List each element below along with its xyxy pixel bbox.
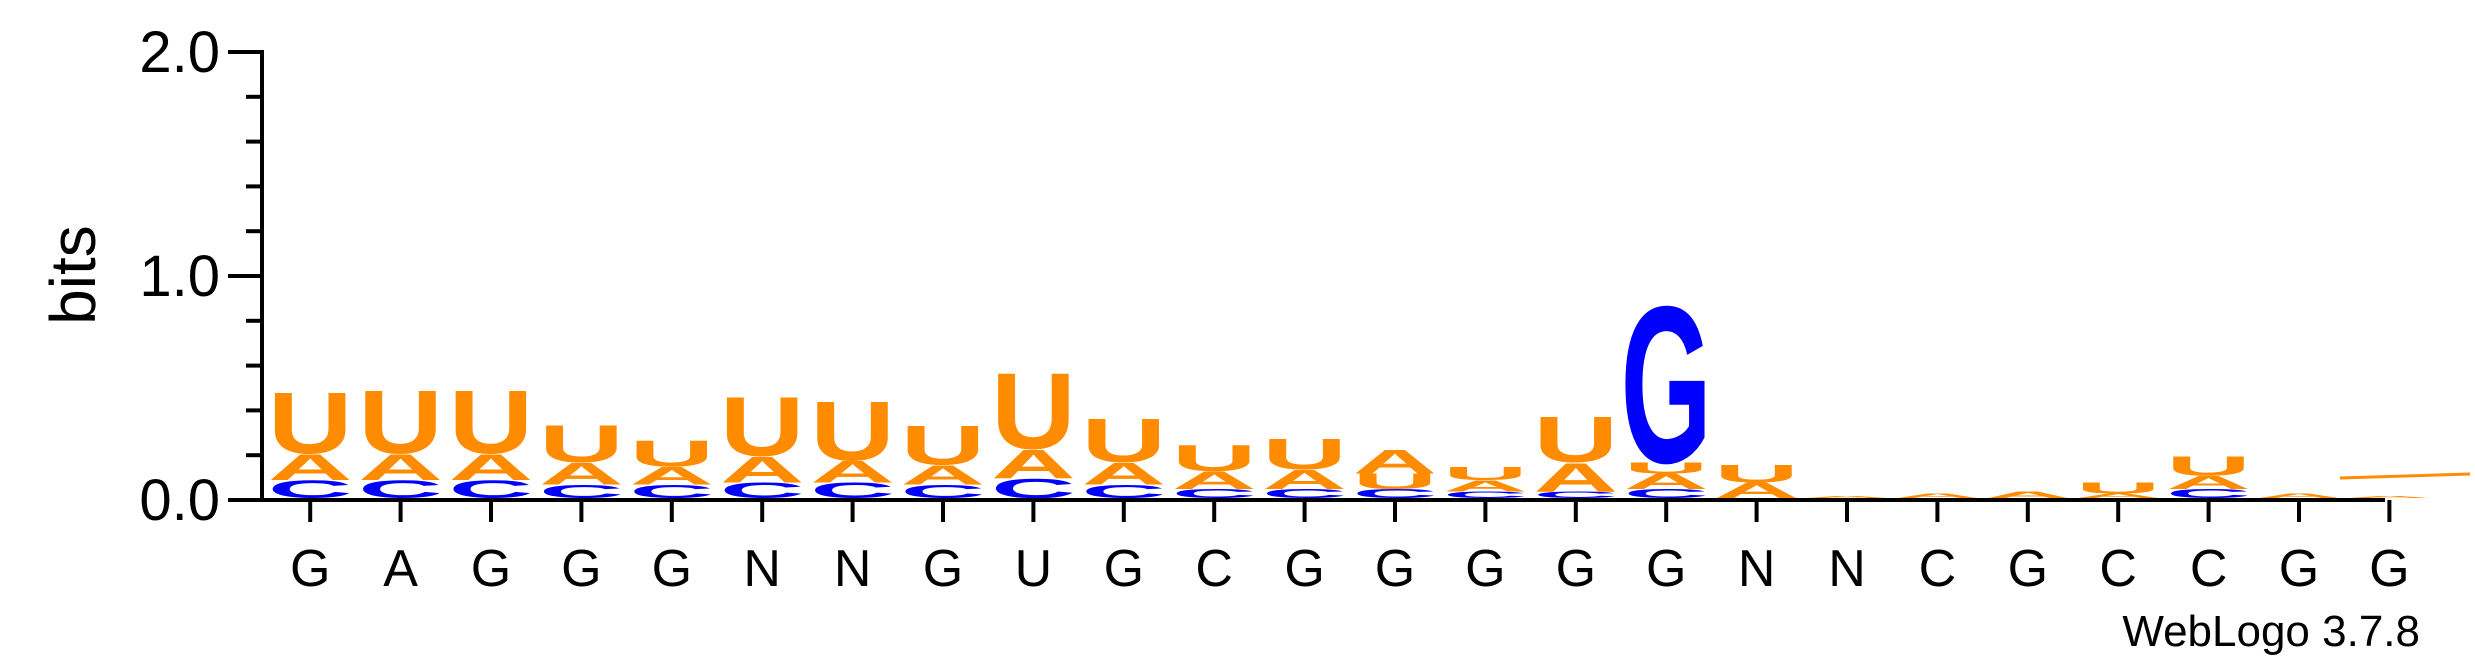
logo-letter-a: A <box>720 449 805 491</box>
logo-letter-u: U <box>449 372 534 473</box>
y-axis-ticks: 0.0 1.0 2.0 <box>139 20 262 533</box>
logo-letter-c: C <box>720 478 805 502</box>
logo-letter-a: A <box>1081 457 1166 492</box>
logo-letter-u: U <box>1443 463 1528 484</box>
x-tick-label: C <box>1195 540 1233 598</box>
logo-letter-a: A <box>449 447 534 489</box>
logo-letter-a: A <box>1353 443 1438 481</box>
logo-letter-a: A <box>2347 495 2432 498</box>
logo-letter-a: A <box>268 447 353 489</box>
logo-letter-u: U <box>629 433 714 475</box>
logo-letter-c: C <box>1081 481 1166 502</box>
logo-letter-u: U <box>1172 438 1257 480</box>
logo-letter-c: C <box>268 475 353 503</box>
trailing-mark <box>2339 472 2471 480</box>
logo-letter-c: C <box>539 481 624 502</box>
x-tick-label: G <box>290 540 330 598</box>
logo-letter-u: U <box>720 380 805 474</box>
x-tick-label: G <box>1646 540 1686 598</box>
x-tick-label: A <box>383 540 418 598</box>
logo-letter-u: U <box>358 372 443 473</box>
logo-letter-a: A <box>1714 478 1799 502</box>
logo-letter-a: A <box>358 447 443 489</box>
logo-letter-u: U <box>1533 404 1618 477</box>
y-tick-label: 2.0 <box>139 20 220 85</box>
x-tick-label: G <box>1375 540 1415 598</box>
logo-letter-u: U <box>268 375 353 472</box>
x-tick-label: G <box>561 540 601 598</box>
y-tick-label: 1.0 <box>139 244 220 309</box>
logo-letter-a: A <box>810 454 895 489</box>
x-tick-label: N <box>743 540 781 598</box>
logo-letter-u: U <box>1353 469 1438 493</box>
logo-letter-c: C <box>629 481 714 502</box>
logo-letter-u: U <box>539 415 624 474</box>
logo-letter-u: U <box>1714 460 1799 488</box>
x-tick-label: G <box>1104 540 1144 598</box>
x-tick-label: G <box>2279 540 2319 598</box>
logo-letter-a: A <box>2166 472 2251 493</box>
x-tick-label: G <box>471 540 511 598</box>
logo-letter-a: A <box>1533 455 1618 500</box>
logo-letter-a: A <box>1262 464 1347 495</box>
logo-letter-c: C <box>449 475 534 503</box>
x-tick-label: N <box>834 540 872 598</box>
logo-letter-c: C <box>1262 487 1347 501</box>
logo-letter-a: A <box>2257 492 2342 499</box>
logo-letter-a: A <box>901 460 986 491</box>
x-tick-label: C <box>2099 540 2137 598</box>
y-axis-label: bits <box>37 225 109 325</box>
logo-letter-a: A <box>539 457 624 492</box>
logo-letter-u: U <box>2076 479 2161 496</box>
logo-letter-a: A <box>1895 492 1980 499</box>
logo-letter-a: A <box>1172 466 1257 494</box>
x-tick-label: G <box>1284 540 1324 598</box>
x-tick-label: C <box>1919 540 1957 598</box>
logo-letter-c: C <box>901 481 986 502</box>
logo-letter-a: A <box>2076 492 2161 499</box>
logo-letter-u: U <box>991 351 1076 472</box>
logo-letter-u: U <box>1624 459 1709 476</box>
logo-letter-c: C <box>991 473 1076 504</box>
letter-stacks: CAUCAUCAUCAUCAUCAUCAUCAUCAUCAUCAUCAUCUAC… <box>268 259 2432 510</box>
y-tick-label: 0.0 <box>139 468 220 533</box>
logo-letter-c: C <box>358 475 443 503</box>
logo-letter-a: A <box>1805 495 1890 498</box>
x-tick-label: G <box>1556 540 1596 598</box>
weblogo-credit: WebLogo 3.7.8 <box>2122 607 2420 656</box>
logo-letter-a: A <box>1624 469 1709 493</box>
logo-letter-u: U <box>810 384 895 478</box>
x-tick-label: U <box>1015 540 1053 598</box>
logo-letter-c: C <box>2166 487 2251 501</box>
logo-letter-a: A <box>1443 477 1528 494</box>
logo-letter-a: A <box>1985 490 2070 500</box>
x-tick-label: G <box>2369 540 2409 598</box>
logo-letter-a: A <box>991 441 1076 486</box>
logo-letter-c: C <box>1533 490 1618 500</box>
x-tick-label: G <box>1465 540 1505 598</box>
x-tick-label: G <box>923 540 963 598</box>
x-tick-label: N <box>1828 540 1866 598</box>
logo-letter-c: C <box>1353 487 1438 501</box>
logo-letter-u: U <box>2166 451 2251 482</box>
logo-letter-c: C <box>810 478 895 502</box>
logo-letter-u: U <box>1081 406 1166 476</box>
x-tick-label: N <box>1738 540 1776 598</box>
logo-letter-u: U <box>1262 429 1347 478</box>
logo-letter-g: G <box>1621 259 1712 510</box>
x-tick-label: G <box>652 540 692 598</box>
logo-letter-a: A <box>629 462 714 490</box>
logo-letter-c: C <box>1443 490 1528 500</box>
logo-letter-u: U <box>901 414 986 476</box>
x-tick-label: G <box>2008 540 2048 598</box>
x-tick-label: C <box>2190 540 2228 598</box>
logo-letter-c: C <box>1624 487 1709 501</box>
logo-letter-c: C <box>1172 487 1257 501</box>
